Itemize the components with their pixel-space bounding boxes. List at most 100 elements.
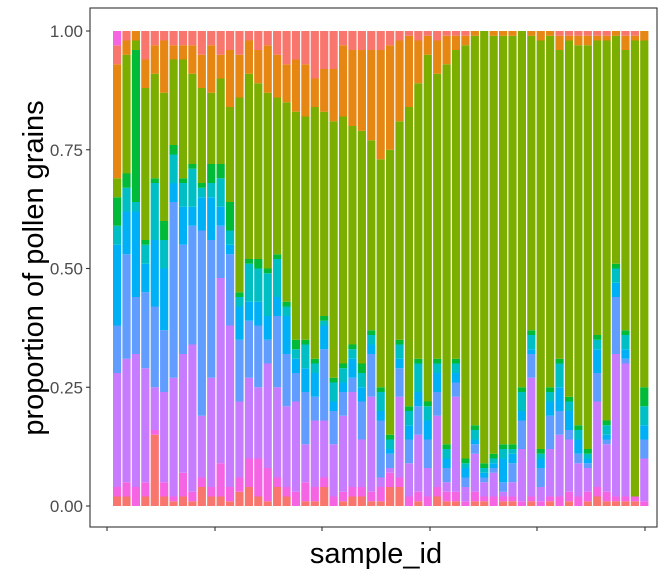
bar-segment — [141, 496, 150, 506]
bar-segment — [574, 496, 583, 506]
bar-segment — [244, 458, 253, 487]
bar-segment — [263, 273, 272, 316]
bar-segment — [141, 244, 150, 264]
bar-segment — [225, 254, 235, 326]
bar-segment — [282, 64, 291, 103]
bar-segment — [536, 501, 545, 506]
bar-segment — [546, 449, 555, 497]
bar-segment — [574, 430, 583, 440]
bar-segment — [301, 31, 310, 65]
x-axis — [106, 527, 646, 531]
bar-segment — [517, 449, 526, 502]
bar-segment — [433, 40, 442, 74]
bar-segment — [593, 31, 602, 36]
bar-segment — [348, 496, 357, 506]
bar-segment — [338, 501, 348, 506]
bar-segment — [640, 425, 649, 440]
bar-segment — [593, 487, 602, 497]
bar-segment — [414, 501, 423, 506]
bar-segment — [489, 31, 498, 36]
bar-segment — [291, 491, 301, 506]
bar-segment — [574, 31, 583, 36]
bar-segment — [348, 50, 357, 126]
bar-segment — [423, 420, 432, 440]
bar-segment — [527, 377, 536, 497]
bar-segment — [461, 45, 470, 459]
bar-segment — [282, 406, 291, 487]
bar-segment — [254, 496, 263, 506]
bar-segment — [527, 501, 536, 506]
bar-segment — [188, 344, 197, 492]
bar-segment — [621, 496, 630, 502]
bar-segment — [188, 501, 197, 506]
bar-segment — [113, 496, 122, 506]
bar-segment — [320, 316, 329, 321]
bar-segment — [517, 387, 526, 392]
bar-segment — [197, 415, 206, 478]
bar-segment — [386, 149, 395, 435]
bar-segment — [320, 477, 329, 487]
bar-segment — [282, 306, 291, 316]
bar-segment — [291, 31, 301, 60]
bar-segment — [207, 377, 216, 487]
bar-segment — [216, 206, 225, 226]
bar-segment — [621, 35, 630, 50]
bar-segment — [386, 487, 395, 506]
bar-segment — [461, 487, 470, 502]
bar-segment — [442, 468, 451, 483]
bar-segment — [395, 339, 404, 345]
bar-segment — [376, 159, 385, 388]
bar-segment — [291, 401, 301, 492]
bar-segment — [131, 354, 141, 487]
bar-segment — [574, 45, 583, 426]
bar-segment — [564, 40, 574, 397]
bar-segment — [461, 35, 470, 46]
bar-segment — [329, 401, 338, 411]
bar-segment — [338, 363, 348, 369]
bar-segment — [235, 297, 244, 307]
bar-segment — [122, 482, 131, 497]
bar-segment — [555, 496, 564, 506]
bar-segment — [564, 430, 574, 440]
bar-segment — [207, 45, 216, 93]
bar-segment — [178, 183, 188, 207]
bar-segment — [338, 116, 348, 364]
bar-segment — [131, 31, 141, 41]
bar-segment — [244, 259, 253, 264]
bar-segment — [574, 453, 583, 464]
bar-segment — [348, 126, 357, 345]
bar-segment — [508, 453, 517, 464]
bar-segment — [640, 501, 649, 506]
bar-segment — [395, 344, 404, 359]
bar-segment — [508, 501, 517, 506]
bar-segment — [254, 387, 263, 459]
bar-segment — [225, 202, 235, 231]
bar-segment — [376, 392, 385, 411]
bar-segment — [357, 439, 366, 487]
bar-segment — [141, 59, 150, 88]
bar-segment — [301, 501, 310, 506]
bar-segment — [329, 382, 338, 402]
bar-segment — [150, 434, 159, 506]
bar-segment — [480, 496, 489, 502]
bar-segment — [122, 254, 131, 359]
bar-segment — [225, 501, 235, 506]
bar-segment — [386, 472, 395, 487]
bar-segment — [404, 439, 414, 464]
bar-segment — [593, 35, 602, 41]
bar-segment — [546, 401, 555, 416]
bar-segment — [197, 88, 206, 183]
bar-segment — [404, 496, 414, 506]
bar-segment — [621, 330, 630, 335]
bar-segment — [160, 92, 169, 221]
bar-segment — [395, 368, 404, 397]
bar-segment — [113, 64, 122, 179]
bar-segment — [263, 92, 272, 269]
bar-segment — [451, 382, 461, 397]
bar-segment — [348, 392, 357, 487]
bar-segment — [113, 487, 122, 497]
bar-segment — [122, 496, 131, 506]
bar-segment — [386, 434, 395, 440]
bar-segment — [630, 501, 639, 506]
bar-segment — [216, 178, 225, 207]
